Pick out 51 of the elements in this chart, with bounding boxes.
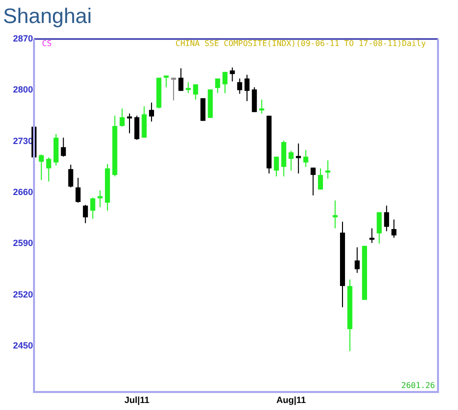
candlestick <box>259 99 264 114</box>
candlestick <box>126 113 132 134</box>
candlestick <box>354 246 360 274</box>
candlestick <box>164 75 169 88</box>
candlestick <box>384 205 390 232</box>
candlestick <box>46 156 52 182</box>
candlestick <box>318 168 323 190</box>
annotation: 2601.26 <box>401 381 436 390</box>
chart-subtitle: CHINA SSE COMPOSITE(INDX)(09-06-11 TO 17-08-11)Daily <box>176 39 426 48</box>
candlestick <box>222 71 228 94</box>
candlestick <box>325 160 330 180</box>
candlestick <box>296 143 301 174</box>
candlestick <box>288 150 294 172</box>
y-tick-label: 2870 <box>12 33 33 44</box>
candlestick <box>82 204 88 224</box>
candlestick <box>149 102 154 122</box>
candlestick <box>186 82 191 94</box>
candlestick <box>171 77 176 101</box>
candlestick <box>244 74 250 102</box>
candlestick <box>193 84 198 100</box>
candlestick <box>252 86 257 113</box>
candlestick <box>60 137 66 158</box>
candlestick <box>274 156 279 177</box>
y-tick-label: 2520 <box>12 289 33 300</box>
annotation: CS <box>42 39 52 48</box>
candlestick <box>230 67 235 82</box>
candlestick <box>38 154 44 181</box>
chart-title: Shanghai <box>2 4 93 30</box>
candlestick <box>303 150 308 168</box>
candlestick <box>200 98 206 122</box>
candlestick <box>332 200 338 229</box>
candlestick <box>68 164 74 188</box>
candlestick <box>215 78 220 94</box>
candlestick <box>237 78 242 94</box>
candlestick <box>310 167 316 196</box>
candlestick <box>178 68 184 92</box>
x-tick-label: Jul|11 <box>124 394 150 405</box>
candlestick <box>391 219 396 238</box>
candlestick <box>76 177 81 204</box>
candlestick <box>134 115 140 140</box>
candlestick <box>369 228 374 244</box>
candlestick <box>98 190 103 208</box>
candlestick <box>142 106 147 138</box>
y-tick-label: 2800 <box>12 84 33 95</box>
y-tick-label: 2450 <box>12 340 33 350</box>
y-tick-label: 2590 <box>12 238 33 248</box>
y-tick-label: 2660 <box>12 186 33 197</box>
x-tick-label: Aug|11 <box>276 394 306 405</box>
candlestick <box>376 212 382 244</box>
candlestick <box>120 108 125 128</box>
candlestick <box>90 197 96 220</box>
